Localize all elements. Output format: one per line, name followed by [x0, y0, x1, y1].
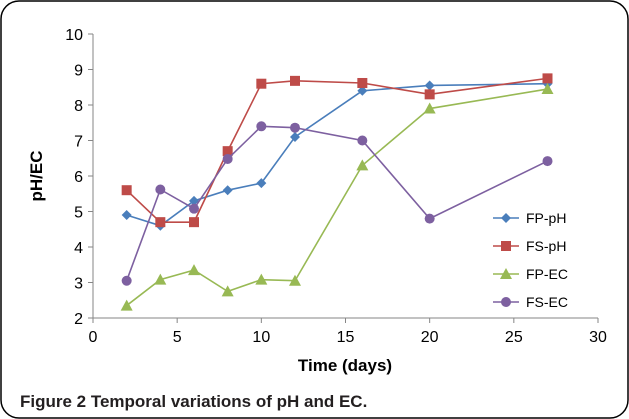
legend-item-fp-ph: FP-pH: [493, 210, 566, 226]
y-tick-label: 6: [74, 169, 83, 186]
legend-label: FP-EC: [526, 266, 568, 282]
x-tick-label: 10: [252, 329, 270, 346]
y-tick-labels: 2 3 4 5 6 7 8 9 10: [65, 27, 83, 328]
y-tick-marks: [88, 33, 93, 319]
x-tick-marks: [92, 318, 599, 323]
legend-label: FP-pH: [526, 210, 566, 226]
data-point: [542, 156, 553, 167]
x-axis-title: Time (days): [298, 356, 392, 375]
data-point: [357, 85, 368, 96]
data-point: [256, 121, 267, 132]
y-tick-label: 4: [74, 240, 83, 257]
data-point: [222, 146, 233, 157]
y-tick-label: 9: [74, 63, 83, 80]
data-point: [424, 89, 435, 100]
data-point: [189, 217, 199, 228]
data-point: [221, 285, 234, 297]
y-axis-title: pH/EC: [27, 151, 46, 202]
series-fs-ph: [121, 73, 553, 228]
y-tick-label: 7: [74, 134, 83, 151]
legend-item-fp-ec: FP-EC: [493, 266, 568, 282]
y-tick-label: 2: [74, 311, 83, 328]
data-point: [256, 178, 267, 189]
data-point: [542, 73, 553, 84]
data-point: [188, 264, 200, 276]
data-point: [121, 210, 132, 221]
series-fs-ec: [121, 121, 553, 286]
y-tick-label: 5: [74, 205, 83, 222]
data-point: [155, 184, 166, 195]
series-fp-ec: [120, 83, 554, 311]
legend-swatch-marker: [500, 268, 512, 279]
legend-swatch-marker: [501, 241, 511, 251]
data-point: [424, 80, 435, 91]
data-point: [154, 273, 167, 285]
data-point: [356, 159, 369, 171]
data-point: [290, 75, 300, 86]
data-point: [357, 77, 368, 88]
legend-item-fs-ph: FS-pH: [493, 238, 566, 254]
legend-label: FS-EC: [526, 294, 568, 310]
data-point: [424, 213, 435, 224]
data-point: [256, 78, 267, 89]
data-point: [423, 102, 436, 114]
series-layer: [120, 73, 554, 311]
data-point: [121, 185, 132, 196]
y-tick-label: 10: [65, 27, 83, 44]
data-point: [189, 203, 199, 214]
x-tick-label: 30: [589, 329, 607, 346]
data-point: [289, 274, 301, 286]
y-tick-label: 3: [74, 276, 83, 293]
data-point: [255, 273, 268, 285]
plot-area: 0 5 10 15 20 25 30 2 3 4 5 6 7 8 9 10: [65, 27, 607, 346]
x-tick-label: 0: [89, 329, 98, 346]
x-tick-label: 5: [173, 329, 182, 346]
x-tick-label: 25: [505, 329, 523, 346]
legend-label: FS-pH: [526, 238, 566, 254]
legend: FP-pH FS-pH FP-EC FS-EC: [493, 210, 568, 310]
data-point: [155, 217, 166, 228]
data-point: [189, 195, 199, 206]
data-point: [222, 153, 233, 164]
data-point: [290, 122, 300, 133]
legend-swatch-marker: [501, 297, 511, 307]
data-point: [357, 135, 368, 146]
figure-caption: Figure 2 Temporal variations of pH and E…: [20, 392, 367, 411]
legend-item-fs-ec: FS-EC: [493, 294, 568, 310]
data-point: [222, 185, 233, 196]
x-tick-label: 15: [337, 329, 355, 346]
x-tick-label: 20: [421, 329, 439, 346]
data-point: [290, 131, 300, 142]
data-point: [120, 299, 133, 311]
series-fp-ph: [121, 78, 553, 231]
data-point: [541, 83, 554, 95]
x-tick-labels: 0 5 10 15 20 25 30: [89, 329, 607, 346]
legend-swatch-marker: [501, 213, 511, 223]
data-point: [121, 275, 132, 286]
y-tick-label: 8: [74, 98, 83, 115]
